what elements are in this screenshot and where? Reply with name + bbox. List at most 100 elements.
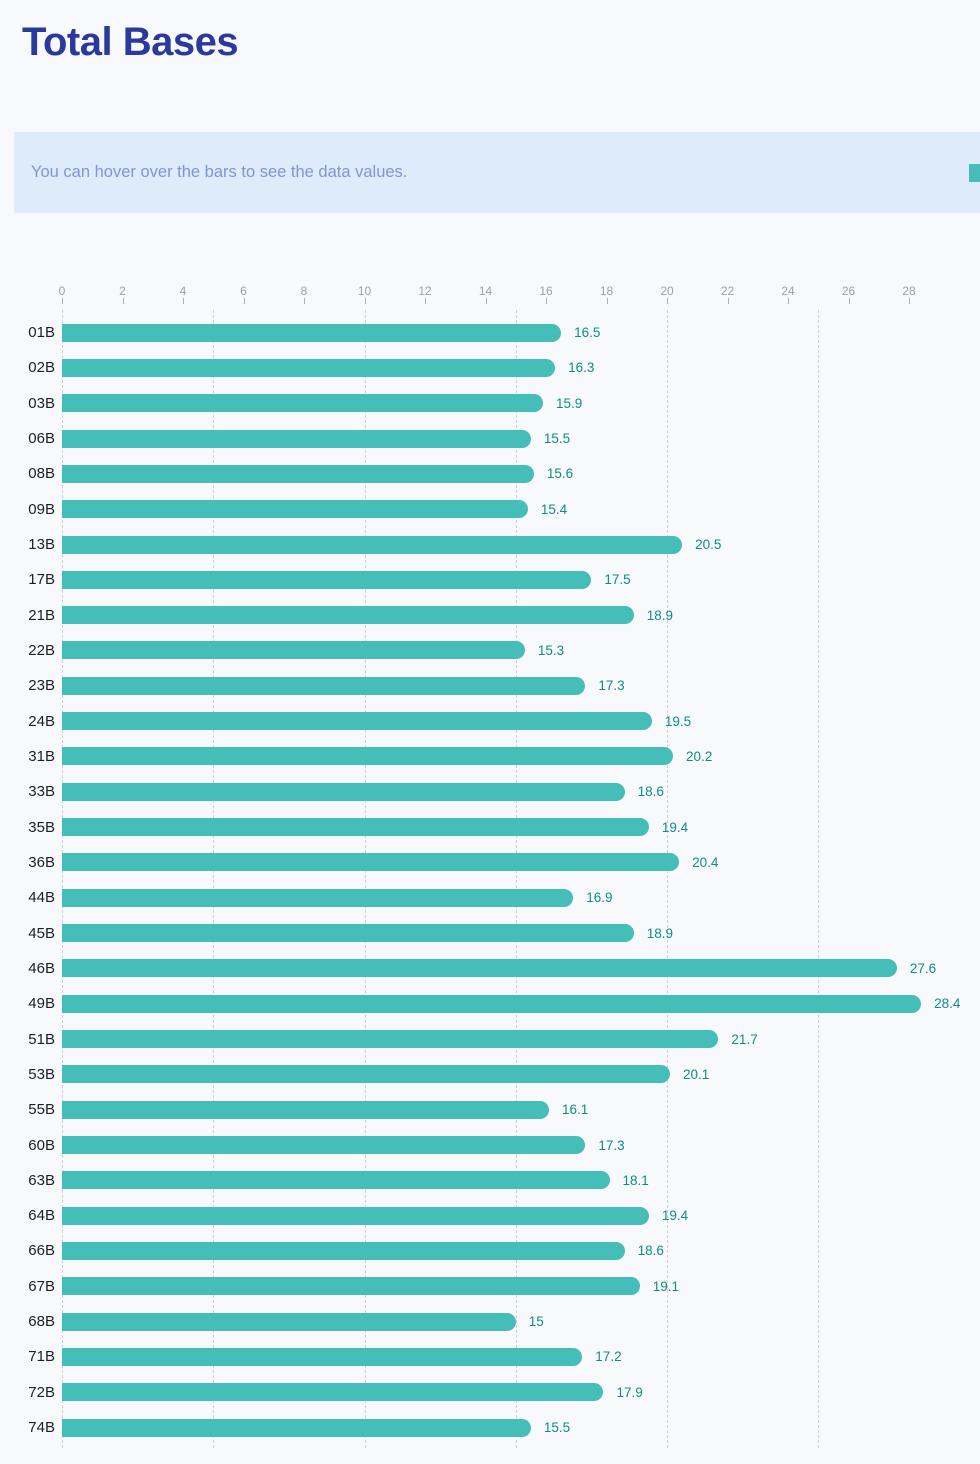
value-label: 15.5: [543, 431, 571, 447]
bar[interactable]: [62, 712, 652, 731]
value-label: 19.4: [661, 819, 689, 835]
bar[interactable]: [62, 570, 592, 589]
x-axis-tick-mark: [62, 298, 63, 304]
value-label: 19.1: [652, 1278, 680, 1294]
bar[interactable]: [62, 1100, 550, 1119]
bar[interactable]: [62, 500, 528, 519]
bar[interactable]: [62, 994, 922, 1013]
x-axis-tick-label: 28: [902, 284, 916, 298]
bar[interactable]: [62, 394, 543, 413]
bar-row: 01B 16.5: [0, 315, 980, 350]
bar-row: 23B 17.3: [0, 668, 980, 703]
bar[interactable]: [62, 535, 683, 554]
bar-row: 60B 17.3: [0, 1127, 980, 1162]
category-label: 67B: [28, 1277, 55, 1295]
category-label: 13B: [28, 536, 55, 554]
bar[interactable]: [62, 1135, 586, 1154]
x-axis-tick-label: 0: [58, 284, 66, 298]
value-label: 27.6: [909, 960, 937, 976]
bar[interactable]: [62, 323, 562, 342]
bar[interactable]: [62, 358, 556, 377]
value-label: 21.7: [731, 1031, 758, 1047]
value-label: 18.6: [637, 1243, 664, 1259]
bar[interactable]: [62, 464, 534, 483]
bar-row: 49B 28.4: [0, 986, 980, 1021]
bar[interactable]: [62, 429, 531, 448]
bar-row: 51B 21.7: [0, 1021, 980, 1056]
x-axis-tick-mark: [546, 298, 547, 304]
category-label: 66B: [28, 1242, 55, 1260]
x-axis-tick-mark: [909, 298, 910, 304]
category-label: 06B: [28, 430, 55, 448]
bar[interactable]: [62, 1277, 640, 1296]
x-axis-tick-mark: [304, 298, 305, 304]
x-axis-tick-mark: [727, 298, 729, 304]
x-axis-tick-label: 22: [720, 284, 735, 298]
bar[interactable]: [62, 747, 674, 766]
value-label: 16.5: [574, 325, 601, 341]
bar-row: 72B 17.9: [0, 1375, 980, 1410]
x-axis-tick-label: 6: [240, 284, 247, 298]
legend-swatch[interactable]: [969, 164, 980, 182]
bar[interactable]: [62, 888, 574, 907]
gridline: [818, 310, 820, 1448]
x-axis-tick-mark: [364, 298, 366, 304]
bar[interactable]: [62, 1065, 671, 1084]
x-axis-tick-label: 18: [599, 284, 614, 298]
bar-row: 21B 18.9: [0, 598, 980, 633]
bar[interactable]: [62, 1241, 625, 1260]
gridline: [213, 310, 215, 1448]
gridline: [62, 310, 63, 1448]
bar[interactable]: [62, 959, 897, 978]
bar[interactable]: [62, 606, 634, 625]
bar[interactable]: [62, 1029, 719, 1048]
value-label: 28.4: [934, 996, 961, 1012]
value-label: 18.1: [622, 1172, 649, 1188]
bar-row: 46B 27.6: [0, 951, 980, 986]
bar[interactable]: [62, 853, 680, 872]
category-label: 72B: [28, 1383, 55, 1401]
bar-row: 17B 17.5: [0, 562, 980, 597]
x-axis-tick-label: 2: [119, 284, 126, 298]
bar[interactable]: [62, 924, 634, 943]
value-label: 17.5: [604, 572, 631, 588]
bar[interactable]: [62, 1206, 649, 1225]
category-label: 74B: [28, 1419, 55, 1437]
x-axis-tick-label: 4: [179, 284, 187, 298]
gridline: [667, 310, 668, 1448]
category-label: 24B: [28, 712, 55, 730]
bar[interactable]: [62, 1383, 604, 1402]
value-label: 19.5: [664, 713, 692, 729]
value-label: 19.4: [661, 1208, 689, 1224]
bar-row: 66B 18.6: [0, 1233, 980, 1268]
bar[interactable]: [62, 1347, 583, 1366]
bar-row: 64B 19.4: [0, 1198, 980, 1233]
bar[interactable]: [62, 641, 525, 660]
bar-row: 55B 16.1: [0, 1092, 980, 1127]
value-label: 18.9: [646, 607, 673, 623]
bar[interactable]: [62, 782, 625, 801]
category-label: 44B: [28, 889, 55, 907]
x-axis-tick-mark: [485, 298, 487, 304]
category-label: 03B: [28, 394, 55, 412]
bar[interactable]: [62, 676, 586, 695]
value-label: 17.2: [595, 1349, 622, 1365]
value-label: 15.4: [540, 501, 568, 517]
category-label: 64B: [28, 1207, 55, 1225]
bar[interactable]: [62, 818, 649, 837]
bar-row: 53B 20.1: [0, 1057, 980, 1092]
bar-row: 67B 19.1: [0, 1269, 980, 1304]
bar-row: 33B 18.6: [0, 774, 980, 809]
category-label: 63B: [28, 1171, 55, 1189]
bar[interactable]: [62, 1418, 531, 1437]
bar[interactable]: [62, 1171, 610, 1190]
value-label: 17.3: [598, 1137, 625, 1153]
category-label: 31B: [28, 747, 55, 765]
category-label: 49B: [28, 995, 55, 1013]
bar-row: 24B 19.5: [0, 704, 980, 739]
category-label: 23B: [28, 677, 55, 695]
category-label: 55B: [28, 1101, 55, 1119]
bar[interactable]: [62, 1312, 516, 1331]
x-axis-tick-mark: [425, 298, 426, 304]
